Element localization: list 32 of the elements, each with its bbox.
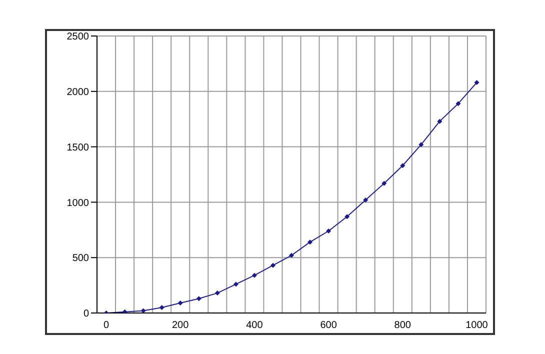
y-tick-label: 2000 [66,86,90,98]
y-tick-label: 1500 [66,142,90,154]
point [326,228,332,234]
x-tick-label: 400 [246,320,264,332]
point [363,197,368,202]
point [308,240,313,245]
x-tick-label: 1000 [466,320,488,332]
point [270,262,276,268]
point [178,300,183,306]
y-tick-label: 500 [72,253,90,264]
y-tick-label: 2500 [66,32,90,43]
x-tick-label: 800 [394,320,412,332]
point [252,272,257,278]
x-tick-label: 0 [103,320,110,332]
point [382,180,387,186]
y-tick-label: 1000 [66,198,90,209]
y-tick-label: 0 [83,308,90,320]
point [344,214,350,220]
point [233,282,238,287]
point [159,304,164,310]
point [289,252,294,258]
point [474,80,480,86]
point [456,101,461,106]
point [418,142,424,148]
x-tick-label: 200 [172,320,190,332]
point [400,163,406,168]
point [196,296,202,302]
point [140,308,146,313]
point [214,290,220,296]
x-tick-label: 600 [320,320,338,332]
point [437,118,442,124]
point [122,309,128,313]
